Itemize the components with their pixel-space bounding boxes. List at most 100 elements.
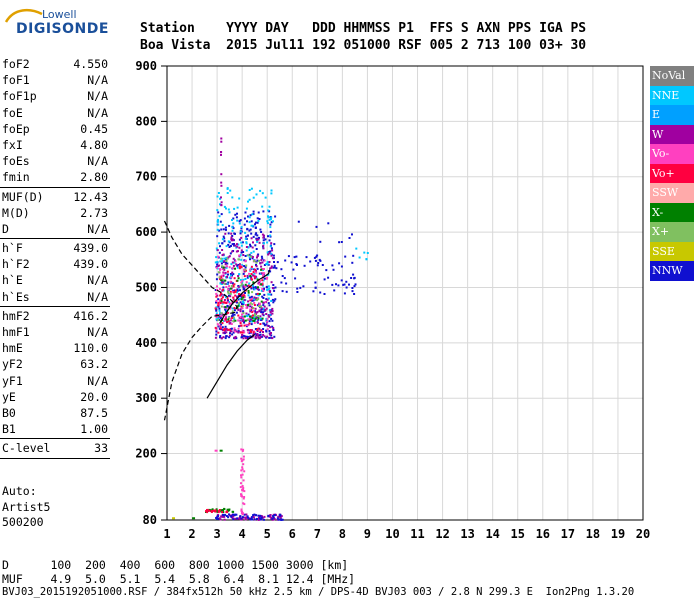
echo-point — [235, 263, 238, 266]
echo-point — [274, 298, 277, 301]
echo-point — [254, 268, 256, 271]
echo-point — [227, 320, 230, 323]
echo-point — [251, 311, 254, 314]
echo-point — [237, 327, 240, 330]
echo-point — [270, 281, 273, 284]
echo-point — [267, 285, 270, 288]
echo-point — [266, 320, 269, 323]
echo-point — [220, 204, 223, 206]
echo-point — [266, 241, 269, 244]
echo-point — [239, 278, 242, 281]
echo-point — [251, 257, 254, 260]
echo-point — [269, 326, 272, 329]
echo-point — [243, 296, 246, 299]
echo-point — [272, 518, 275, 521]
echo-point — [256, 267, 259, 270]
echo-point — [219, 327, 222, 330]
echo-point — [247, 254, 250, 257]
echo-point — [259, 317, 262, 320]
echo-point — [234, 513, 237, 516]
echo-point — [214, 326, 217, 329]
echo-point — [214, 289, 217, 291]
echo-point — [258, 305, 260, 308]
echo-point — [242, 458, 245, 461]
echo-point — [231, 243, 234, 246]
footer-file-info: BVJ03_2015192051000.RSF / 384fx512h 50 k… — [2, 586, 635, 598]
echo-point — [256, 221, 259, 224]
echo-point — [262, 239, 265, 242]
echo-point — [236, 243, 238, 246]
echo-point — [266, 317, 269, 320]
echo-point — [223, 332, 226, 335]
echo-point — [222, 288, 225, 291]
echo-point — [262, 331, 264, 333]
echo-point — [233, 337, 236, 340]
echo-point — [241, 495, 243, 498]
echo-point — [230, 315, 233, 318]
echo-point — [256, 234, 259, 237]
echo-point — [263, 305, 266, 308]
echo-point — [249, 335, 252, 338]
echo-point — [258, 330, 261, 333]
echo-point — [247, 318, 250, 321]
echo-point — [319, 259, 322, 262]
echo-point — [265, 307, 268, 310]
echo-point — [255, 193, 258, 196]
echo-point — [241, 279, 244, 282]
echo-point — [226, 257, 229, 260]
echo-point — [250, 518, 253, 520]
echo-point — [312, 290, 315, 293]
echo-point — [352, 273, 355, 276]
echo-point — [240, 295, 242, 298]
param-row: foE N/A — [0, 105, 110, 121]
param-row: yF2 63.2 — [0, 356, 110, 372]
echo-point — [215, 278, 218, 281]
echo-point — [249, 308, 252, 311]
echo-point — [218, 264, 221, 267]
echo-point — [258, 515, 261, 518]
echo-point — [227, 256, 230, 259]
echo-point — [245, 242, 248, 245]
echo-point — [241, 334, 244, 336]
param-value: N/A — [87, 289, 108, 304]
echo-point — [247, 246, 250, 249]
echo-point — [254, 315, 257, 317]
echo-point — [257, 327, 260, 330]
echo-point — [295, 255, 298, 258]
echo-point — [228, 514, 231, 517]
echo-point — [214, 336, 217, 339]
echo-point — [232, 222, 235, 225]
echo-point — [256, 256, 258, 259]
echo-point — [228, 316, 231, 319]
echo-point — [234, 232, 236, 235]
echo-point — [258, 236, 260, 239]
echo-point — [218, 276, 221, 279]
echo-point — [240, 281, 243, 284]
echo-point — [239, 310, 242, 313]
echo-point — [242, 497, 245, 500]
echo-point — [258, 272, 261, 275]
echo-point — [259, 333, 262, 336]
echo-point — [216, 515, 219, 518]
echo-point — [220, 323, 223, 326]
echo-point — [337, 284, 340, 287]
echo-point — [348, 237, 351, 239]
echo-point — [268, 336, 271, 339]
echo-point — [251, 246, 254, 249]
echo-point — [227, 290, 229, 293]
echo-point — [262, 279, 265, 282]
echo-point — [268, 320, 271, 323]
echo-point — [264, 277, 266, 280]
echo-point — [256, 217, 259, 220]
echo-point — [268, 218, 271, 221]
echo-point — [242, 502, 245, 505]
echo-point — [273, 299, 276, 302]
echo-point — [245, 516, 248, 519]
echo-point — [278, 515, 281, 518]
param-label: foEs — [2, 154, 30, 169]
echo-point — [232, 515, 235, 518]
param-label: hmF1 — [2, 325, 30, 339]
echo-point — [243, 294, 245, 297]
echo-point — [234, 319, 237, 322]
echo-point — [240, 244, 243, 247]
